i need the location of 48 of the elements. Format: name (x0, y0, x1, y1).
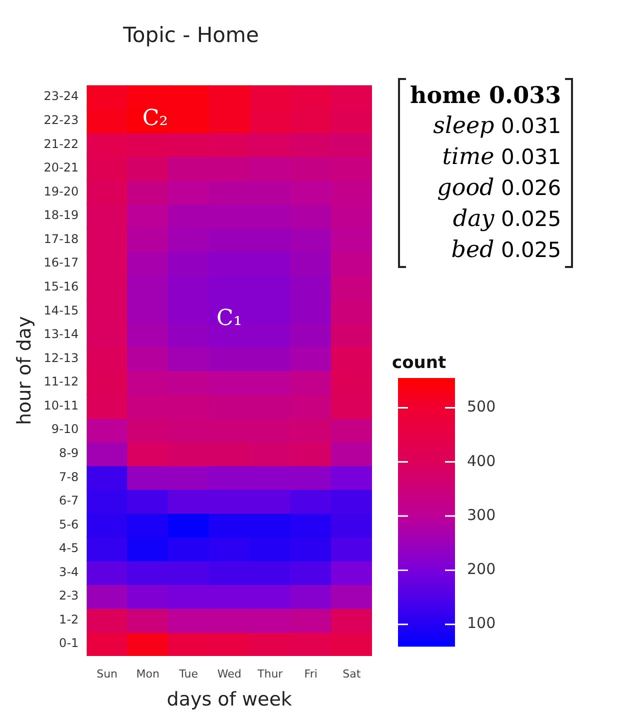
color-bar-title: count (392, 352, 446, 373)
y-tick-label: 0-1 (59, 636, 79, 650)
color-bar-label: 200 (467, 560, 496, 578)
y-tick-label: 8-9 (59, 446, 79, 460)
y-tick-label: 19-20 (44, 184, 79, 198)
x-tick-label: Fri (304, 667, 318, 680)
y-tick-label: 7-8 (59, 470, 79, 484)
y-tick-label: 23-24 (44, 89, 79, 104)
chart-title: Topic - Home (122, 23, 259, 48)
color-bar-label: 300 (467, 506, 496, 524)
x-axis-title: days of week (166, 688, 292, 711)
text: sleep 0.031 (433, 113, 562, 139)
text: time 0.031 (442, 144, 562, 170)
y-tick-label: 2-3 (59, 588, 79, 603)
text: good 0.026 (437, 175, 562, 201)
text: home 0.033 (410, 82, 562, 109)
y-tick-label: 1-2 (59, 612, 79, 626)
x-tick-label: Thur (256, 667, 284, 680)
x-tick-label: Sat (342, 667, 362, 680)
y-tick-label: 20-21 (44, 160, 79, 175)
y-tick-label: 5-6 (59, 517, 79, 532)
y-tick-label: 17-18 (44, 232, 79, 246)
y-tick-label: 18-19 (44, 208, 79, 222)
color-bar-label: 400 (467, 452, 496, 470)
x-tick-label: Sun (96, 667, 118, 680)
y-tick-label: 6-7 (59, 494, 79, 508)
y-tick-label: 3-4 (59, 564, 79, 579)
y-tick-label: 22-23 (44, 113, 79, 127)
x-tick-label: Wed (217, 667, 242, 680)
annotation: C₂ (142, 106, 168, 132)
y-axis-title: hour of day (13, 316, 36, 426)
color-bar-label: 100 (467, 614, 496, 632)
y-tick-label: 14-15 (44, 303, 79, 318)
color-bar-label: 500 (467, 398, 496, 416)
annotation: C₁ (216, 306, 242, 331)
y-tick-label: 15-16 (44, 279, 79, 294)
x-tick-label: Mon (136, 667, 160, 680)
y-tick-label: 9-10 (51, 422, 79, 436)
y-tick-label: 11-12 (44, 374, 79, 389)
y-tick-label: 13-14 (44, 327, 79, 342)
text: bed 0.025 (451, 237, 562, 263)
text: day 0.025 (452, 206, 562, 232)
x-tick-label: Tue (178, 667, 198, 680)
y-tick-label: 10-11 (44, 398, 79, 412)
y-tick-label: 12-13 (44, 350, 79, 365)
y-tick-label: 21-22 (44, 136, 79, 151)
y-tick-label: 4-5 (59, 541, 79, 556)
y-tick-label: 16-17 (44, 256, 79, 270)
